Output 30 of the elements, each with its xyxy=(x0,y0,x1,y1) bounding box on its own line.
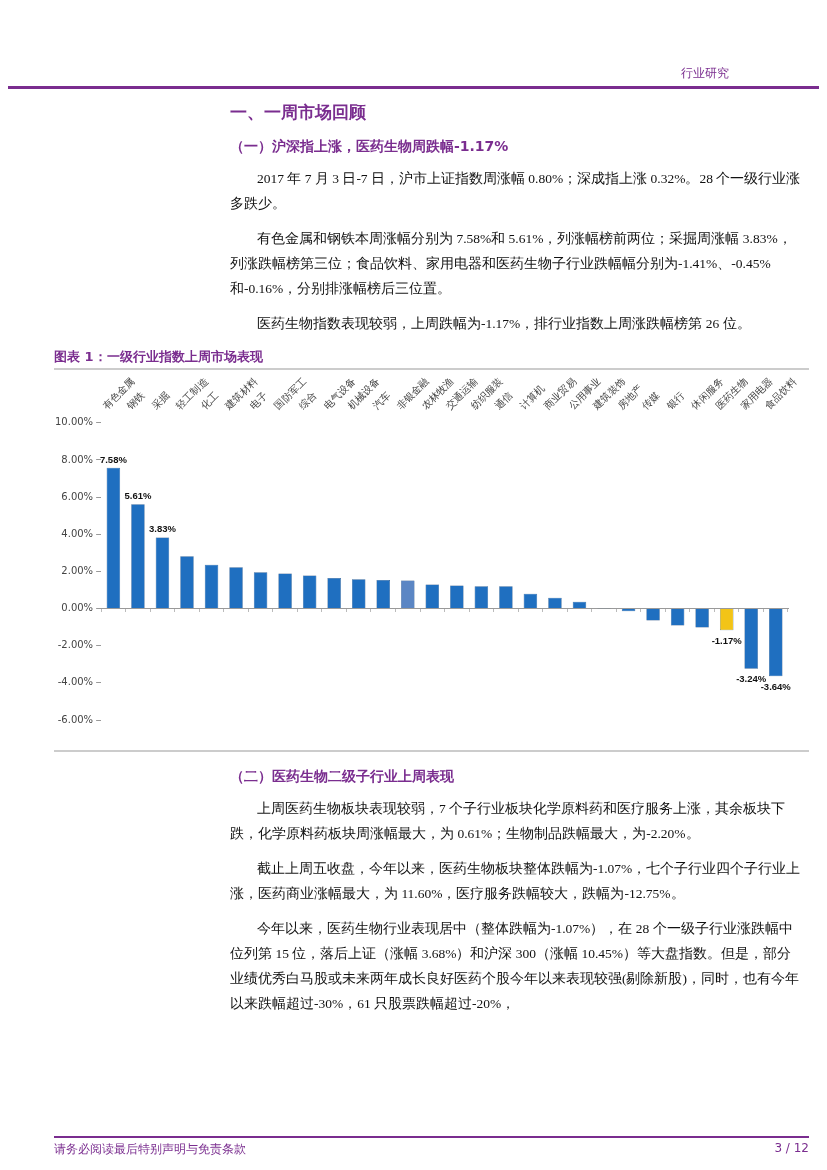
text: （二）医药生物二级子行业上周表现 xyxy=(230,768,455,786)
chart-title: 图表 1：一级行业指数上周市场表现 xyxy=(54,346,809,368)
data-label: 3.83% xyxy=(148,523,177,535)
y-tick-label: 4.00% xyxy=(61,527,94,539)
text: 2017 年 7 月 3 日-7 日，沪市上证指数周涨幅 0.80%；深成指上涨 0.32%。28 个一级行业涨多跌少。 xyxy=(230,170,801,213)
y-tick-label: 10.00% xyxy=(54,416,94,428)
y-tick-label: 0.00% xyxy=(61,602,94,614)
text: 今年以来，医药生物行业表现居中（整体跌幅为-1.07%），在 28 个一级子行业涨跌幅中位列第 15 位，落后上证（涨幅 3.68%）和沪深 300（涨幅 10.45%）等大盘指数。但是，部分业绩优秀白马股或未来两年成长良好医药个股今年以来表现较强(剔除新股)，同时，也有今年以来跌幅超过-30%，61 只股票跌幅超过-20%， xyxy=(230,920,800,1013)
text: 截止上周五收盘，今年以来，医药生物板块整体跌幅为-1.07%，七个子行业四个子行业上涨，医药商业涨幅最大，为 11.60%，医疗服务跌幅较大，跌幅为-12.75%。 xyxy=(230,860,801,903)
y-tick-label: 6.00% xyxy=(61,490,94,502)
text: （一）沪深指上涨，医药生物周跌幅-1.17% xyxy=(230,138,510,156)
text: 3 / 12 xyxy=(774,1141,809,1157)
text: 请务必阅读最后特别声明与免责条款 xyxy=(54,1141,246,1158)
y-tick-label: -6.00% xyxy=(57,713,94,725)
y-tick-label: 8.00% xyxy=(61,453,94,465)
x-tick-label: 采掘 xyxy=(149,389,172,412)
y-tick-label: 2.00% xyxy=(61,564,94,576)
data-label: 5.61% xyxy=(124,490,152,502)
x-tick-label: 银行 xyxy=(663,389,687,413)
x-tick-label: 汽车 xyxy=(370,389,393,412)
text: 行业研究 xyxy=(681,65,729,82)
y-tick-label: -4.00% xyxy=(57,676,94,688)
text: 上周医药生物板块表现较弱，7 个子行业板块化学原料药和医疗服务上涨，其余板块下跌，化学原料药板块周涨幅最大，为 0.61%；生物制品跌幅最大，为-2.20%。 xyxy=(230,800,787,843)
text: 一、一周市场回顾 xyxy=(230,101,367,124)
text: 有色金属和钢铁本周涨幅分别为 7.58%和 5.61%，列涨幅榜前两位；采掘周涨幅 3.83%，列涨跌幅榜第三位；食品饮料、家用电器和医药生物子行业跌幅幅分别为-1.41%、-0.45%和-0.16%，分别排涨幅榜后三位置。 xyxy=(230,230,793,298)
data-label: 7.58% xyxy=(99,453,128,465)
x-tick-label: 传媒 xyxy=(640,389,662,412)
data-label: -1.17% xyxy=(711,634,743,646)
y-tick-label: -2.00% xyxy=(57,639,94,651)
text: 医药生物指数表现较弱，上周跌幅为-1.17%，排行业指数上周涨跌幅榜第 26 位。 xyxy=(256,315,752,333)
